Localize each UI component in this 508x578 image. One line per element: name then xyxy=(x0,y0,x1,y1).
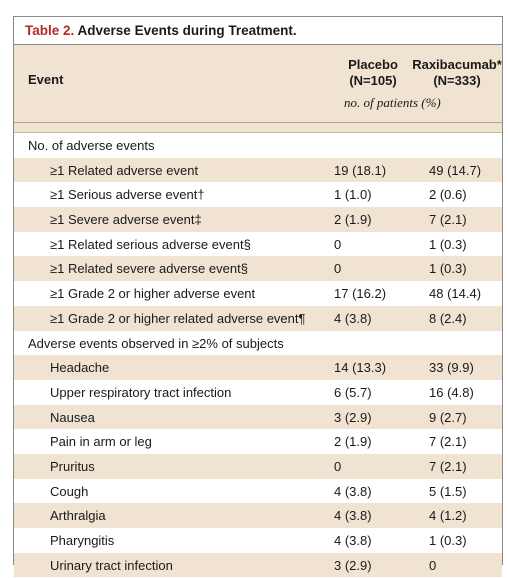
raxibacumab-cell: 16 (4.8) xyxy=(429,384,474,400)
table-row: Cough 4 (3.8) 5 (1.5) xyxy=(14,479,502,504)
placebo-cell: 19 (18.1) xyxy=(334,162,387,178)
placebo-cell: 1 (1.0) xyxy=(334,187,372,203)
table-row: ≥1 Grade 2 or higher adverse event 17 (16… xyxy=(14,281,502,306)
event-cell: Urinary tract infection xyxy=(50,557,173,573)
placebo-n: (N=105) xyxy=(349,73,397,88)
placebo-cell: 6 (5.7) xyxy=(334,384,372,400)
raxibacumab-cell: 0 xyxy=(429,557,437,573)
placebo-cell: 17 (16.2) xyxy=(334,286,387,302)
table-row: ≥1 Severe adverse event‡ 2 (1.9) 7 (2.1) xyxy=(14,207,502,232)
raxibacumab-cell: 5 (1.5) xyxy=(429,483,467,499)
section-row: Adverse events observed in ≥2% of subjec… xyxy=(14,331,502,356)
event-cell: Pain in arm or leg xyxy=(50,434,152,450)
placebo-cell: 0 xyxy=(334,458,342,474)
raxibacumab-column-header: Raxibacumab* (N=333) xyxy=(409,57,505,89)
event-cell: ≥1 Grade 2 or higher adverse event xyxy=(50,286,256,302)
table-row: Pruritus 0 7 (2.1) xyxy=(14,453,502,479)
placebo-cell: 4 (3.8) xyxy=(334,508,372,524)
table-body: No. of adverse events ≥1 Related adverse … xyxy=(14,133,502,578)
table-frame: Table 2. Adverse Events during Treatment… xyxy=(13,16,503,578)
raxibacumab-cell: 2 (0.6) xyxy=(429,187,467,203)
raxibacumab-cell: 4 (1.2) xyxy=(429,508,467,524)
table-row: ≥1 Related severe adverse event§ 0 1 (0.3) xyxy=(14,256,502,282)
event-column-header: Event xyxy=(28,72,64,87)
table-title: Adverse Events during Treatment. xyxy=(77,23,297,38)
header-divider xyxy=(14,122,502,123)
placebo-cell: 4 (3.8) xyxy=(334,533,372,548)
event-cell: Cough xyxy=(50,483,89,499)
placebo-cell: 2 (1.9) xyxy=(334,212,372,228)
raxibacumab-cell: 49 (14.7) xyxy=(429,162,482,178)
placebo-cell: 3 (2.9) xyxy=(334,557,372,573)
placebo-column-header: Placebo (N=105) xyxy=(327,57,419,89)
raxibacumab-n: (N=333) xyxy=(433,73,481,88)
table-row: Arthralgia 4 (3.8) 4 (1.2) xyxy=(14,503,502,528)
event-cell: Arthralgia xyxy=(50,508,106,524)
placebo-cell: 3 (2.9) xyxy=(334,409,372,425)
placebo-cell: 0 xyxy=(334,261,342,277)
event-cell: Headache xyxy=(50,360,110,376)
placebo-name: Placebo xyxy=(348,57,398,72)
raxibacumab-cell: 1 (0.3) xyxy=(429,533,467,548)
event-cell: Nausea xyxy=(50,409,95,425)
table-row: Pharyngitis 4 (3.8) 1 (0.3) xyxy=(14,528,502,553)
section-row: No. of adverse events xyxy=(14,133,502,158)
table-row: Pain in arm or leg 2 (1.9) 7 (2.1) xyxy=(14,429,502,454)
event-cell: Pruritus xyxy=(50,458,95,474)
event-cell: ≥1 Related adverse event xyxy=(50,162,199,178)
event-cell: No. of adverse events xyxy=(28,138,155,153)
table-row: ≥1 Grade 2 or higher related adverse eve… xyxy=(14,305,502,331)
event-cell: ≥1 Serious adverse event† xyxy=(50,187,205,203)
event-cell: ≥1 Grade 2 or higher related adverse eve… xyxy=(50,310,306,326)
event-cell: ≥1 Severe adverse event‡ xyxy=(50,212,202,228)
table-header: Event Placebo (N=105) Raxibacumab* (N=33… xyxy=(14,45,502,133)
table-row: Upper respiratory tract infection 6 (5.7)… xyxy=(14,380,502,405)
event-cell: Adverse events observed in ≥2% of subjec… xyxy=(28,335,284,351)
placebo-cell: 14 (13.3) xyxy=(334,360,387,376)
table-row: Urinary tract infection 3 (2.9) 0 xyxy=(14,552,502,578)
event-cell: ≥1 Related serious adverse event§ xyxy=(50,236,251,252)
raxibacumab-cell: 7 (2.1) xyxy=(429,458,467,474)
raxibacumab-cell: 48 (14.4) xyxy=(429,286,482,302)
raxibacumab-cell: 7 (2.1) xyxy=(429,212,467,228)
raxibacumab-cell: 7 (2.1) xyxy=(429,434,467,450)
raxibacumab-cell: 1 (0.3) xyxy=(429,261,467,277)
raxibacumab-name: Raxibacumab* xyxy=(412,57,502,72)
event-cell: ≥1 Related severe adverse event§ xyxy=(50,261,248,277)
placebo-cell: 4 (3.8) xyxy=(334,310,372,326)
raxibacumab-cell: 8 (2.4) xyxy=(429,310,467,326)
event-cell: Pharyngitis xyxy=(50,533,115,548)
placebo-cell: 2 (1.9) xyxy=(334,434,372,450)
raxibacumab-cell: 33 (9.9) xyxy=(429,360,474,376)
table-row: Headache 14 (13.3) 33 (9.9) xyxy=(14,355,502,380)
table-row: ≥1 Related serious adverse event§ 0 1 (0.3… xyxy=(14,232,502,257)
table-row: ≥1 Serious adverse event† 1 (1.0) 2 (0.6) xyxy=(14,182,502,207)
raxibacumab-cell: 1 (0.3) xyxy=(429,236,467,252)
event-cell: Upper respiratory tract infection xyxy=(50,384,232,400)
raxibacumab-cell: 9 (2.7) xyxy=(429,409,467,425)
table-label: Table 2. xyxy=(25,23,75,38)
table-row: ≥1 Related adverse event 19 (18.1) 49 (14.… xyxy=(14,157,502,183)
placebo-cell: 4 (3.8) xyxy=(334,483,372,499)
units-label: no. of patients (%) xyxy=(344,95,441,110)
placebo-cell: 0 xyxy=(334,236,342,252)
table-title-bar: Table 2. Adverse Events during Treatment… xyxy=(14,17,502,45)
table-row: Nausea 3 (2.9) 9 (2.7) xyxy=(14,404,502,430)
